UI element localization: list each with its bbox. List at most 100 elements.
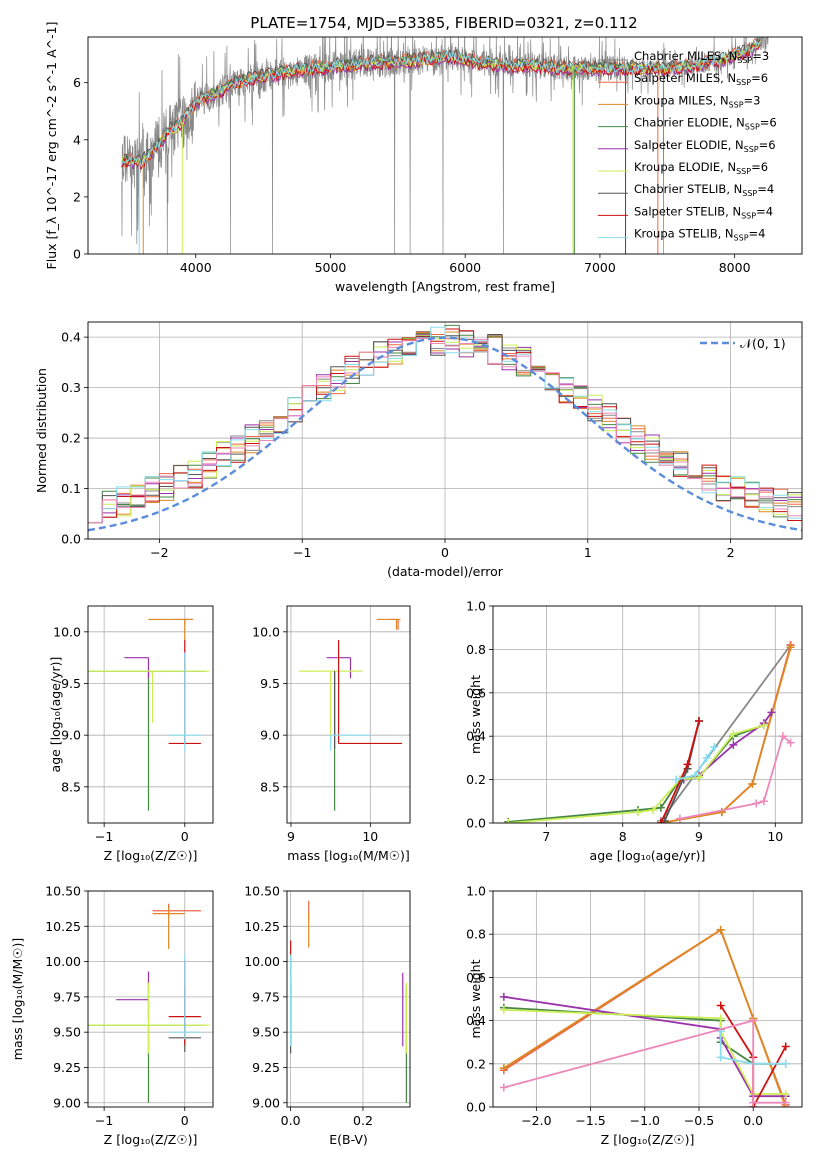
y-axis-label: Normed distribution	[34, 368, 49, 493]
axes-frame	[87, 890, 214, 1108]
axes-frame	[492, 605, 803, 824]
weight-marker	[695, 717, 703, 726]
x-tick-label: −1	[95, 1113, 113, 1128]
weight-marker	[504, 819, 513, 823]
y-tick-label: 1.0	[466, 884, 486, 899]
x-tick-label: 8000	[719, 260, 751, 275]
weight-marker	[752, 799, 761, 808]
x-tick-label: 0	[181, 1113, 189, 1128]
x-axis-label: Z [log₁₀(Z/Z☉)]	[104, 848, 198, 863]
legend-label: Kroupa MILES, NSSP=3	[634, 93, 760, 109]
x-axis-label: age [log₁₀(age/yr)]	[590, 848, 706, 863]
weight-marker	[781, 1042, 790, 1051]
weight-marker	[729, 730, 738, 739]
axes-frame	[492, 890, 803, 1108]
x-tick-label: 0.2	[353, 1113, 373, 1128]
weight-marker	[633, 808, 642, 817]
y-tick-label: 10.25	[45, 919, 81, 934]
weight-marker	[781, 1059, 790, 1068]
plot-area	[504, 641, 795, 823]
y-tick-label: 1.0	[466, 599, 486, 614]
spectrum-plot: 4000 5000 6000 7000 8000 0 2 4 6 wavelength [Angs…	[44, 22, 803, 294]
axes-frame	[286, 605, 411, 824]
y-tick-label: 0	[73, 247, 81, 262]
y-axis-label: age [log₁₀(age/yr)]	[48, 657, 63, 773]
x-tick-label: 0	[441, 545, 449, 560]
legend: Chabrier MILES, NSSP=3 Salpeter MILES, NS…	[598, 49, 777, 243]
x-tick-label: −1	[293, 545, 311, 560]
weight-marker	[499, 1064, 508, 1073]
y-tick-label: 0.2	[466, 1056, 486, 1071]
weight-marker	[702, 753, 711, 762]
plot-area	[290, 900, 407, 1103]
residuals-histogram: −2 −1 0 1 2 0.0 0.1 0.2 0.3 0.4 (data-model)/error…	[34, 321, 803, 579]
y-tick-label: 9.5	[260, 676, 280, 691]
y-tick-label: 10.0	[53, 624, 81, 639]
weight-marker	[656, 803, 665, 812]
weight-marker	[683, 760, 692, 769]
weight-marker	[656, 819, 665, 823]
legend-label: Chabrier MILES, NSSP=3	[634, 49, 769, 65]
x-tick-label: 5000	[315, 260, 347, 275]
weight-marker	[759, 721, 768, 730]
weight-marker	[649, 805, 658, 814]
y-tick-label: 10.00	[45, 954, 81, 969]
mass-vs-ebv-plot: 0.0 0.2 9.00 9.25 9.50 9.75 10.00 10.25 10.50 E(B…	[244, 884, 411, 1147]
x-tick-label: 4000	[180, 260, 212, 275]
legend-label: Salpeter STELIB, NSSP=4	[634, 204, 773, 220]
x-tick-label: −1.5	[575, 1113, 605, 1128]
weight-marker	[767, 708, 776, 717]
y-tick-label: 9.75	[53, 989, 81, 1004]
x-tick-label: 7	[542, 829, 550, 844]
y-axis-label: mass [log₁₀(M/M☉)]	[10, 938, 25, 1060]
weight-marker	[749, 1016, 758, 1025]
y-tick-label: 6	[73, 75, 81, 90]
y-tick-label: 0.8	[466, 642, 486, 657]
x-axis-label: wavelength [Angstrom, rest frame]	[335, 279, 555, 294]
y-tick-label: 0.0	[466, 1100, 486, 1115]
weight-marker	[675, 814, 684, 823]
y-axis-label: mass weight	[468, 675, 483, 754]
weight-marker	[716, 1053, 725, 1062]
legend-label: 𝒩(0, 1)	[740, 336, 786, 351]
weight-series-2	[660, 646, 792, 823]
y-tick-label: 2	[73, 189, 81, 204]
axes-frame	[286, 890, 411, 1108]
x-tick-label: −0.5	[684, 1113, 714, 1128]
y-tick-label: 9.00	[252, 1095, 280, 1110]
y-tick-label: 8.5	[61, 779, 81, 794]
y-tick-label: 8.5	[260, 779, 280, 794]
weight-marker	[786, 643, 795, 652]
weight-series-9	[503, 1019, 786, 1104]
x-axis-label: Z [log₁₀(Z/Z☉)]	[601, 1132, 695, 1147]
y-tick-label: 4	[73, 132, 81, 147]
x-axis-label: mass [log₁₀(M/M☉)]	[287, 848, 409, 863]
x-tick-label: 0.0	[743, 1113, 763, 1128]
y-tick-label: 0.0	[466, 816, 486, 831]
y-tick-label: 9.25	[252, 1060, 280, 1075]
weight-marker	[499, 1083, 508, 1092]
y-tick-label: 0.6	[466, 685, 486, 700]
weight-vs-age-plot: 7 8 9 10 0.0 0.2 0.4 0.6 0.8 1.0 age [log₁₀(age/yr…	[466, 599, 803, 863]
y-tick-label: 0.4	[466, 729, 486, 744]
weight-marker	[716, 1014, 725, 1023]
weight-series-2	[503, 928, 787, 1107]
y-tick-label: 9.0	[61, 728, 81, 743]
plot-area	[88, 903, 209, 1103]
legend-label: Salpeter ELODIE, NSSP=6	[634, 138, 776, 154]
axes-frame	[87, 36, 803, 255]
weight-marker	[759, 797, 768, 806]
x-tick-label: −2	[150, 545, 168, 560]
y-tick-label: 10.50	[244, 884, 280, 899]
y-tick-label: 10.50	[45, 884, 81, 899]
y-tick-label: 9.25	[53, 1060, 81, 1075]
x-tick-label: 2	[727, 545, 735, 560]
y-tick-label: 10.00	[244, 954, 280, 969]
x-tick-label: −1.0	[630, 1113, 660, 1128]
weight-marker	[716, 1001, 725, 1010]
x-axis-label: (data-model)/error	[387, 564, 504, 579]
y-tick-label: 0.8	[466, 927, 486, 942]
y-tick-label: 10.25	[244, 919, 280, 934]
y-tick-label: 0.0	[61, 532, 81, 547]
weight-marker	[781, 1098, 790, 1107]
